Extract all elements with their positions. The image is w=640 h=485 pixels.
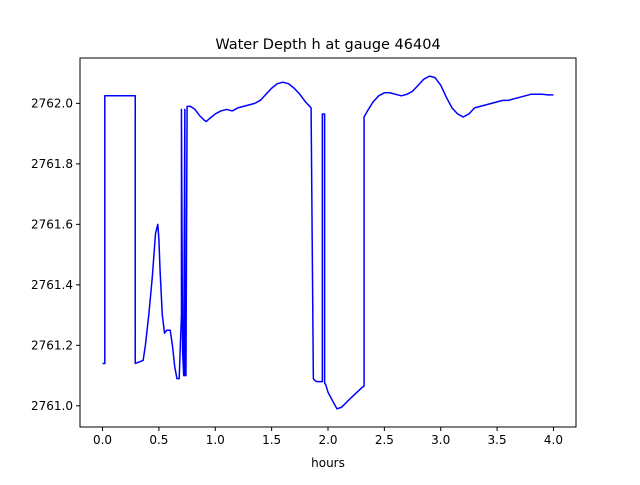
- y-tick-label: 2761.4: [31, 278, 73, 292]
- x-tick-label: 4.0: [544, 433, 563, 447]
- x-tick-label: 2.0: [318, 433, 337, 447]
- y-axis: 2761.0 2761.2 2761.4 2761.6 2761.8 2762.0: [31, 96, 80, 413]
- y-tick-label: 2761.2: [31, 338, 73, 352]
- x-tick-label: 2.5: [375, 433, 394, 447]
- x-tick-label: 1.5: [262, 433, 281, 447]
- x-axis-label: hours: [311, 456, 345, 470]
- plot-area: [102, 75, 554, 410]
- y-tick-label: 2762.0: [31, 96, 73, 110]
- x-tick-label: 0.5: [149, 433, 168, 447]
- x-tick-label: 1.0: [206, 433, 225, 447]
- y-tick-label: 2761.6: [31, 217, 73, 231]
- x-axis: 0.0 0.5 1.0 1.5 2.0 2.5 3.0 3.5 4.0: [93, 427, 563, 447]
- x-tick-label: 0.0: [93, 433, 112, 447]
- series-line-0: [102, 75, 554, 410]
- x-tick-label: 3.0: [431, 433, 450, 447]
- chart-title: Water Depth h at gauge 46404: [215, 37, 440, 53]
- y-tick-label: 2761.8: [31, 157, 73, 171]
- y-tick-label: 2761.0: [31, 399, 73, 413]
- x-tick-label: 3.5: [488, 433, 507, 447]
